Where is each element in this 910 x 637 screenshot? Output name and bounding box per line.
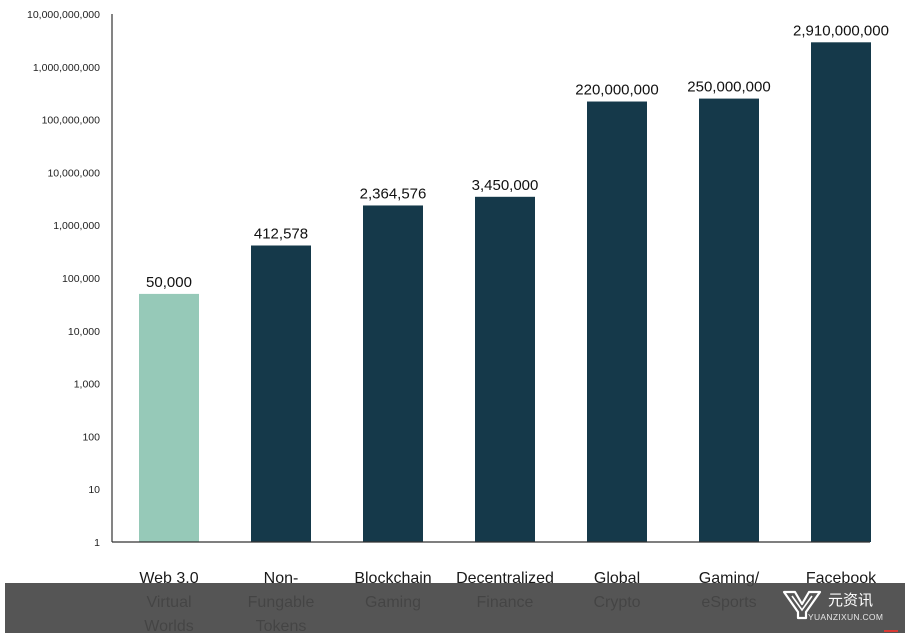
bar [139, 293, 199, 542]
y-tick-label: 100 [82, 431, 100, 443]
footer-overlay-bar [5, 583, 905, 633]
data-label: 2,364,576 [360, 185, 427, 202]
y-tick-label: 100,000 [62, 273, 100, 285]
bar [251, 245, 311, 542]
y-tick-label: 10,000,000 [47, 167, 100, 179]
red-accent-mark [884, 630, 898, 632]
data-label: 220,000,000 [575, 82, 658, 99]
yuanzixun-logo-icon [782, 590, 822, 620]
data-label: 3,450,000 [472, 177, 539, 194]
y-tick-label: 10 [88, 484, 100, 496]
x-category-label: Global [594, 570, 640, 587]
x-category-label: Facebook [806, 570, 877, 587]
data-label: 250,000,000 [687, 79, 770, 96]
y-tick-label: 1 [94, 537, 100, 549]
x-category-label: Web 3.0 [139, 570, 198, 587]
x-category-label: Blockchain [354, 570, 431, 587]
y-tick-label: 100,000,000 [42, 115, 101, 127]
x-category-label: Non- [264, 570, 299, 587]
bar [699, 98, 759, 542]
data-label: 412,578 [254, 226, 308, 243]
y-tick-label: 1,000,000,000 [33, 62, 100, 74]
y-tick-label: 1,000,000 [53, 220, 100, 232]
watermark-text: 元资讯 [828, 592, 874, 609]
site-watermark: 元资讯 YUANZIXUN.COM [780, 586, 900, 630]
y-tick-label: 1,000 [74, 379, 100, 391]
y-tick-label: 10,000 [68, 326, 100, 338]
data-label: 50,000 [146, 274, 192, 291]
data-label: 2,910,000,000 [793, 22, 889, 39]
y-axis-ticks: 1 10 100 1,000 10,000 100,000 1,000,000 10,000,… [27, 9, 100, 549]
bar [587, 101, 647, 542]
bars-group: 50,000 412,578 2,364,576 3,450,000 220,000,0… [139, 22, 889, 542]
y-tick-label: 10,000,000,000 [27, 9, 100, 21]
bar [475, 196, 535, 542]
bar [363, 205, 423, 542]
bar [811, 42, 871, 542]
x-category-label: Gaming/ [699, 570, 760, 587]
x-category-label: Decentralized [456, 570, 554, 587]
watermark-subtext: YUANZIXUN.COM [808, 612, 884, 622]
